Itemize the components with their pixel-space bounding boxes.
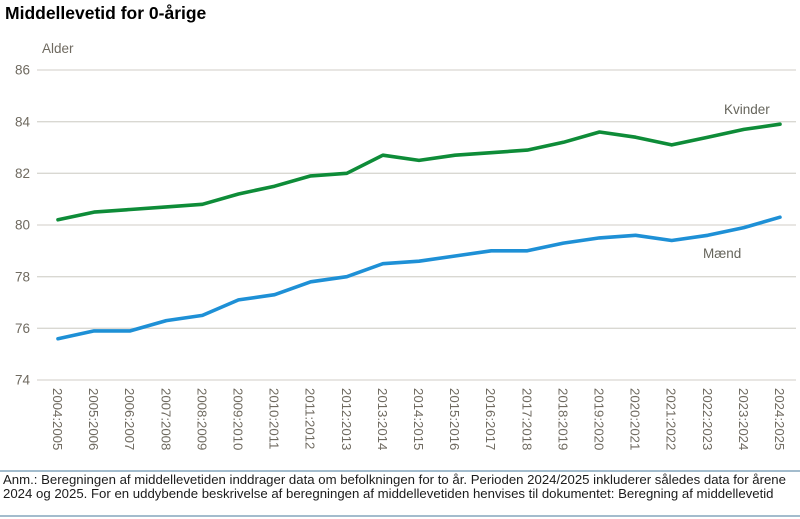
x-tick-label-2018:2019: 2018:2019 <box>555 388 570 450</box>
y-tick-label-74: 74 <box>15 373 31 388</box>
y-tick-label-76: 76 <box>15 321 30 336</box>
chart-title: Middellevetid for 0-årige <box>5 3 207 23</box>
y-tick-label-84: 84 <box>15 114 31 129</box>
x-tick-label-2024:2025: 2024:2025 <box>772 388 787 450</box>
x-tick-label-2004:2005: 2004:2005 <box>50 388 65 450</box>
x-tick-label-2015:2016: 2015:2016 <box>447 388 462 450</box>
x-tick-label-2016:2017: 2016:2017 <box>483 388 498 450</box>
y-tick-label-82: 82 <box>15 166 30 181</box>
x-tick-label-2006:2007: 2006:2007 <box>122 388 137 450</box>
x-tick-label-2013:2014: 2013:2014 <box>375 388 390 450</box>
chart-line-kvinder <box>56 122 782 222</box>
y-tick-label-80: 80 <box>15 218 30 233</box>
x-tick-label-2019:2020: 2019:2020 <box>592 388 607 450</box>
y-tick-label-78: 78 <box>15 269 30 284</box>
x-tick-label-2014:2015: 2014:2015 <box>411 388 426 450</box>
line-chart: 86 84 82 80 78 76 74 2004:2005 2005:2006 2006:200… <box>15 63 796 450</box>
x-tick-label-2010:2011: 2010:2011 <box>267 388 282 449</box>
x-tick-label-2023:2024: 2023:2024 <box>736 388 751 450</box>
x-tick-label-2011:2012: 2011:2012 <box>303 388 318 449</box>
x-tick-label-2007:2008: 2007:2008 <box>158 388 173 450</box>
footnote-annotation: Anm.: Beregningen af middellevetiden ind… <box>0 470 800 517</box>
x-tick-label-2020:2021: 2020:2021 <box>628 388 643 450</box>
x-tick-label-2005:2006: 2005:2006 <box>86 388 101 450</box>
x-tick-label-2021:2022: 2021:2022 <box>664 388 679 450</box>
y-axis-title: Alder <box>42 41 74 56</box>
x-tick-label-2012:2013: 2012:2013 <box>339 388 354 450</box>
series-label-maend: Mænd <box>703 246 742 261</box>
x-tick-label-2022:2023: 2022:2023 <box>700 388 715 450</box>
series-label-kvinder: Kvinder <box>724 102 770 117</box>
x-tick-label-2008:2009: 2008:2009 <box>194 388 209 450</box>
x-tick-label-2009:2010: 2009:2010 <box>231 388 246 450</box>
x-tick-label-2017:2018: 2017:2018 <box>519 388 534 450</box>
y-tick-label-86: 86 <box>15 63 30 78</box>
chart-line-mænd <box>56 215 782 341</box>
